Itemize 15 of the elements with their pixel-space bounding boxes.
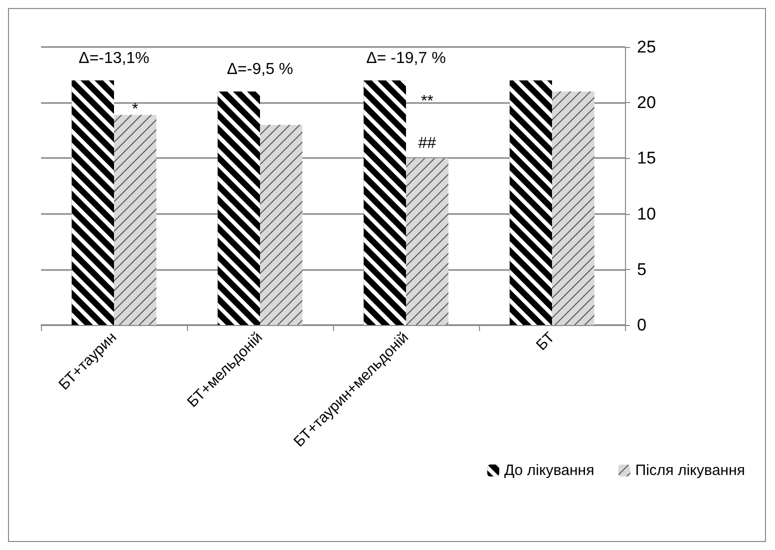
x-tick-label: БТ <box>533 328 558 354</box>
y-tick-label: 5 <box>637 260 646 279</box>
legend-label: До лікування <box>504 462 594 479</box>
legend-label: Після лікування <box>635 462 746 479</box>
y-tick-label: 10 <box>637 204 656 224</box>
annotation: ## <box>418 135 436 152</box>
annotation: Δ=-13,1% <box>78 50 150 67</box>
annotation: * <box>132 100 138 118</box>
annotation: Δ=-9,5 % <box>226 60 294 78</box>
y-tick-label: 25 <box>637 38 656 56</box>
annotation: Δ= -19,7 % <box>366 50 446 67</box>
annotation: ** <box>420 92 434 110</box>
y-tick-label: 15 <box>637 148 656 168</box>
y-tick-label: 20 <box>637 93 656 112</box>
y-tick-label: 0 <box>637 316 646 334</box>
